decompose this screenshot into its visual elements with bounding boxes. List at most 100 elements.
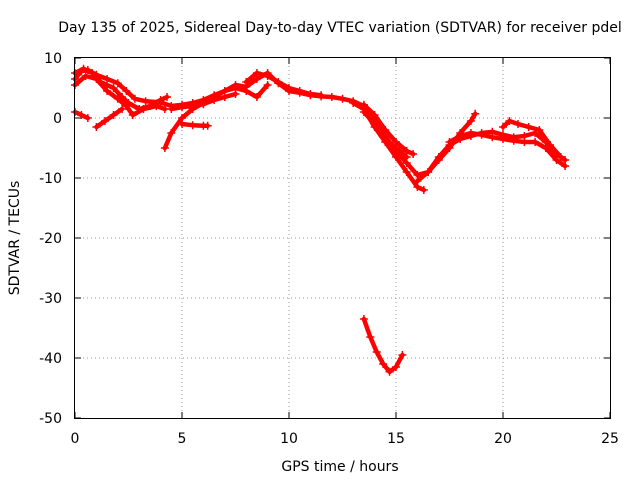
data-point	[535, 126, 544, 134]
data-point	[359, 315, 368, 323]
y-tick-labels: 10 0 -10 -20 -30 -40 -50	[39, 51, 62, 427]
data-point	[370, 120, 379, 128]
x-tick-label: 10	[280, 431, 298, 447]
y-tick-label: -10	[39, 171, 62, 187]
data-point	[139, 105, 148, 113]
data-point	[379, 360, 388, 368]
data-point	[366, 333, 375, 341]
data-point	[402, 153, 411, 161]
data-point	[203, 121, 212, 130]
data-point	[456, 132, 465, 140]
data-point	[402, 168, 411, 176]
plot-frame	[74, 57, 611, 419]
data-point	[327, 93, 336, 101]
series-line	[94, 106, 125, 130]
series-arc-2	[71, 64, 172, 113]
data-point	[81, 72, 90, 80]
data-point	[306, 90, 315, 98]
axis-ticks	[74, 57, 611, 419]
data-point	[141, 97, 150, 106]
data-point	[122, 102, 131, 110]
data-point	[242, 87, 251, 95]
data-point	[178, 103, 186, 112]
data-point	[263, 72, 272, 80]
data-point	[113, 94, 122, 103]
data-point	[160, 144, 169, 152]
series-line	[350, 100, 427, 193]
data-point	[541, 144, 550, 152]
data-point	[338, 94, 347, 103]
x-axis-label: GPS time / hours	[281, 459, 398, 475]
data-point	[513, 120, 522, 128]
data-point	[92, 75, 101, 83]
data-point	[103, 75, 112, 83]
data-point	[130, 94, 139, 103]
data-point	[524, 123, 533, 131]
series-arc-8	[167, 90, 240, 113]
data-point	[252, 69, 261, 77]
series-line	[72, 67, 568, 178]
series-arc-15	[445, 129, 570, 170]
data-point	[167, 105, 176, 113]
grid	[75, 58, 610, 418]
x-tick-label: 20	[494, 431, 512, 447]
x-tick-label: 5	[178, 431, 187, 447]
data-point	[113, 79, 122, 88]
data-point	[122, 87, 131, 95]
data-point	[488, 133, 497, 142]
series-arc-13	[359, 315, 407, 376]
data-point	[445, 138, 454, 146]
data-point	[398, 351, 407, 359]
data-point	[434, 156, 443, 164]
data-point	[499, 135, 507, 143]
data-point	[349, 99, 358, 107]
series-arc-12	[359, 108, 411, 161]
data-point	[381, 126, 390, 134]
data-point	[163, 93, 172, 101]
data-point	[263, 81, 272, 89]
y-tick-label: -50	[39, 411, 62, 427]
data-point	[199, 100, 208, 109]
data-point	[477, 130, 486, 139]
data-point	[109, 84, 118, 92]
x-tick-label: 0	[71, 431, 80, 447]
data-point	[79, 64, 88, 73]
data-point	[509, 136, 518, 145]
data-point	[252, 93, 261, 101]
x-tick-labels: 0 5 10 15 20 25	[71, 431, 619, 447]
data-point	[317, 91, 326, 100]
data-point	[210, 96, 219, 104]
data-point	[466, 129, 475, 137]
data-point	[392, 144, 400, 152]
data-point	[100, 117, 109, 125]
data-point	[242, 78, 251, 86]
series-arc-16	[499, 117, 565, 161]
series-arc-7	[178, 120, 212, 130]
data-point	[381, 135, 390, 143]
data-point	[152, 102, 161, 110]
y-tick-label: 0	[53, 111, 62, 127]
data-point	[531, 138, 540, 146]
data-point	[505, 117, 514, 125]
y-tick-label: 10	[44, 51, 62, 67]
data-point	[167, 129, 176, 137]
data-point	[359, 108, 368, 116]
data-point	[128, 111, 137, 119]
data-point	[188, 121, 197, 130]
x-tick-label: 25	[601, 431, 619, 447]
data-point	[285, 84, 293, 92]
y-tick-label: -20	[39, 231, 62, 247]
data-point	[156, 96, 165, 104]
data-point	[118, 105, 127, 113]
data-point	[392, 363, 400, 371]
series-arc-9	[242, 69, 326, 100]
y-tick-label: -30	[39, 291, 62, 307]
data-point	[385, 367, 394, 376]
chart-title: Day 135 of 2025, Sidereal Day-to-day VTE…	[58, 20, 622, 36]
data-point	[188, 102, 197, 110]
series-arc-5	[92, 105, 127, 131]
data-point	[109, 111, 118, 119]
data-point	[274, 78, 283, 86]
data-point	[419, 186, 428, 194]
